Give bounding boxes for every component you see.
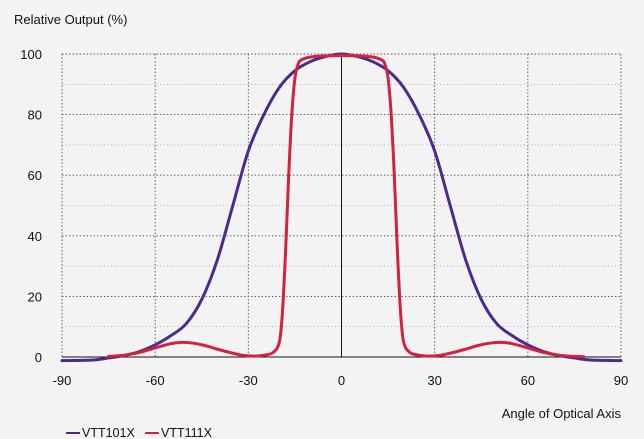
y-tick-label: 80 — [28, 108, 42, 123]
series-line-vtt101x — [60, 52, 623, 363]
y-tick-label: 40 — [28, 229, 42, 244]
grid-lines — [61, 53, 622, 358]
y-tick-label: 60 — [28, 168, 42, 183]
x-tick-label: 0 — [338, 373, 345, 388]
x-tick-label: 30 — [427, 373, 441, 388]
y-axis-title: Relative Output (%) — [14, 12, 127, 27]
x-tick-label: -60 — [146, 373, 165, 388]
y-tick-label: 20 — [28, 289, 42, 304]
legend-label: VTT111X — [161, 426, 213, 439]
tick-labels: 0 20 40 60 80 100 -90 -60 -30 0 30 60 90 — [20, 47, 628, 388]
x-axis-title: Angle of Optical Axis — [502, 406, 622, 421]
y-tick-label: 100 — [20, 47, 42, 62]
y-tick-label: 0 — [35, 350, 42, 365]
x-tick-label: 90 — [614, 373, 628, 388]
x-tick-label: 60 — [521, 373, 535, 388]
series-line-vtt111x — [107, 54, 586, 359]
x-tick-label: -90 — [53, 373, 72, 388]
series-lines — [60, 52, 623, 363]
legend-label: VTT101X — [82, 426, 135, 439]
legend: VTT101X VTT111X — [66, 426, 213, 439]
x-tick-label: -30 — [239, 373, 258, 388]
axes — [62, 54, 621, 358]
